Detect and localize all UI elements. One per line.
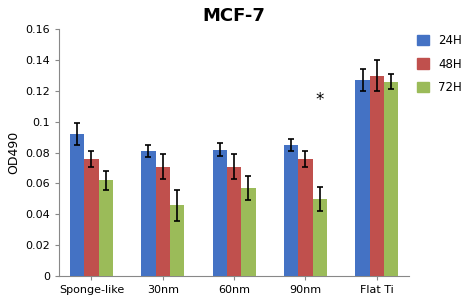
Bar xyxy=(141,151,155,276)
Bar xyxy=(298,159,312,276)
Bar xyxy=(227,166,241,276)
Bar xyxy=(155,166,170,276)
Bar xyxy=(384,82,398,276)
Legend: 24H, 48H, 72H: 24H, 48H, 72H xyxy=(412,29,467,99)
Bar xyxy=(99,180,113,276)
Bar xyxy=(170,205,184,276)
Bar xyxy=(241,188,255,276)
Y-axis label: OD490: OD490 xyxy=(7,131,20,174)
Bar xyxy=(312,199,327,276)
Bar xyxy=(284,145,298,276)
Bar xyxy=(213,149,227,276)
Title: MCF-7: MCF-7 xyxy=(203,7,265,25)
Bar xyxy=(356,80,370,276)
Bar xyxy=(370,76,384,276)
Bar xyxy=(84,159,99,276)
Text: *: * xyxy=(316,92,324,109)
Bar xyxy=(70,134,84,276)
